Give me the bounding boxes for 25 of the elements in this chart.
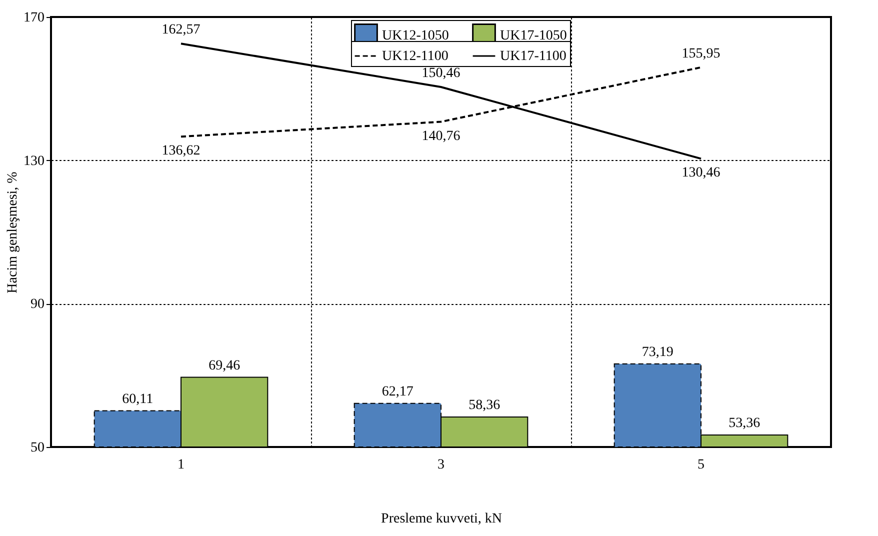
data-label: 136,62 xyxy=(162,144,200,159)
x-tick-label: 3 xyxy=(438,458,444,472)
data-label: 60,11 xyxy=(122,392,154,407)
y-tick-label: 90 xyxy=(30,297,44,312)
data-label: 73,19 xyxy=(642,344,674,360)
legend-label: UK17-1100 xyxy=(500,49,566,64)
data-label: 69,46 xyxy=(208,358,240,374)
x-tick-label: 1 xyxy=(178,458,184,472)
x-tick-label: 5 xyxy=(698,458,704,472)
data-label: 150,46 xyxy=(422,66,460,82)
y-tick-label: 50 xyxy=(30,440,44,456)
y-tick-label: 130 xyxy=(24,154,44,169)
y-axis-title: Hacim genleşmesi, % xyxy=(6,171,20,294)
data-label: 140,76 xyxy=(422,128,460,144)
x-axis-title: Presleme kuvveti, kN xyxy=(381,512,502,526)
data-label: 155,95 xyxy=(682,46,720,62)
legend-label: UK12-1050 xyxy=(382,28,449,44)
data-label: 53,36 xyxy=(728,416,760,431)
legend-label: UK12-1100 xyxy=(382,49,448,64)
y-tick-label: 170 xyxy=(24,10,44,26)
data-label: 58,36 xyxy=(468,398,500,414)
data-label: 130,46 xyxy=(682,166,720,181)
data-label: 62,17 xyxy=(382,384,414,400)
legend-label: UK17-1050 xyxy=(500,28,567,44)
data-label: 162,57 xyxy=(162,22,200,38)
